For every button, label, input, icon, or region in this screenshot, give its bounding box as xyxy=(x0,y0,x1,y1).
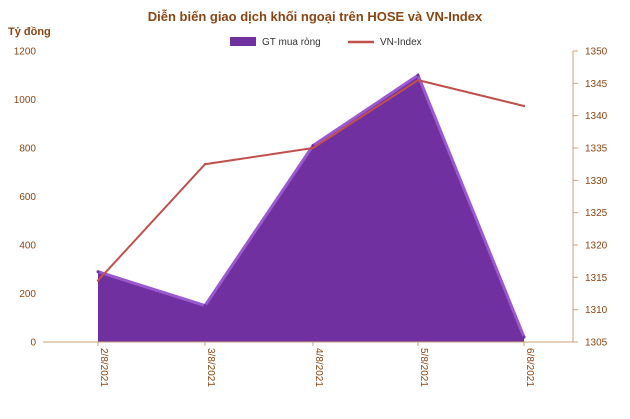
y-right-tick-label-1310: 1310 xyxy=(585,305,608,316)
area-point-2 xyxy=(203,304,207,308)
axes: 0 200 400 600 800 1000 1200 1305 1310 1315 1320 132… xyxy=(14,47,608,388)
legend-label-vn-index: VN-Index xyxy=(380,37,422,48)
plot-area xyxy=(96,73,526,343)
y-left-tick-label-1000: 1000 xyxy=(14,95,37,106)
line-point-1 xyxy=(96,279,100,282)
x-tick-label-3: 4/8/2021 xyxy=(313,348,324,387)
line-point-2 xyxy=(203,163,207,166)
area-point-4 xyxy=(416,73,420,77)
chart-title: Diễn biến giao dịch khối ngoại trên HOSE… xyxy=(148,9,483,24)
y-left-tick-label-600: 600 xyxy=(19,192,36,203)
y-left-tick-label-200: 200 xyxy=(19,289,36,300)
y-axis-unit-label: Tỷ đồng xyxy=(8,26,51,38)
area-series-gt-mua-rong xyxy=(98,75,524,343)
legend-label-gt-mua-rong: GT mua ròng xyxy=(262,37,321,48)
line-point-3 xyxy=(311,146,315,150)
x-tick-label-5: 6/8/2021 xyxy=(524,348,535,387)
legend-swatch-gt-mua-rong xyxy=(230,37,256,46)
x-tick-label-1: 2/8/2021 xyxy=(98,348,109,387)
y-left-tick-label-800: 800 xyxy=(19,144,36,155)
x-tick-label-2: 3/8/2021 xyxy=(205,348,216,387)
y-right-tick-label-1320: 1320 xyxy=(585,241,608,252)
y-right-tick-label-1305: 1305 xyxy=(585,338,608,349)
line-point-4 xyxy=(416,78,420,82)
y-left-tick-label-0: 0 xyxy=(30,338,36,349)
y-right-tick-label-1335: 1335 xyxy=(585,144,608,155)
y-right-tick-label-1350: 1350 xyxy=(585,47,608,58)
y-right-tick-label-1340: 1340 xyxy=(585,111,608,122)
area-point-5 xyxy=(522,335,526,339)
y-right-tick-label-1345: 1345 xyxy=(585,79,608,90)
y-left-tick-label-400: 400 xyxy=(19,241,36,252)
x-tick-label-4: 5/8/2021 xyxy=(418,348,429,387)
line-point-5 xyxy=(522,104,526,108)
y-right-tick-label-1325: 1325 xyxy=(585,208,608,219)
area-point-1 xyxy=(96,270,100,274)
y-right-tick-label-1330: 1330 xyxy=(585,176,608,187)
legend: GT mua ròng VN-Index xyxy=(230,37,422,48)
y-left-tick-label-1200: 1200 xyxy=(14,47,37,58)
y-right-tick-label-1315: 1315 xyxy=(585,273,608,284)
